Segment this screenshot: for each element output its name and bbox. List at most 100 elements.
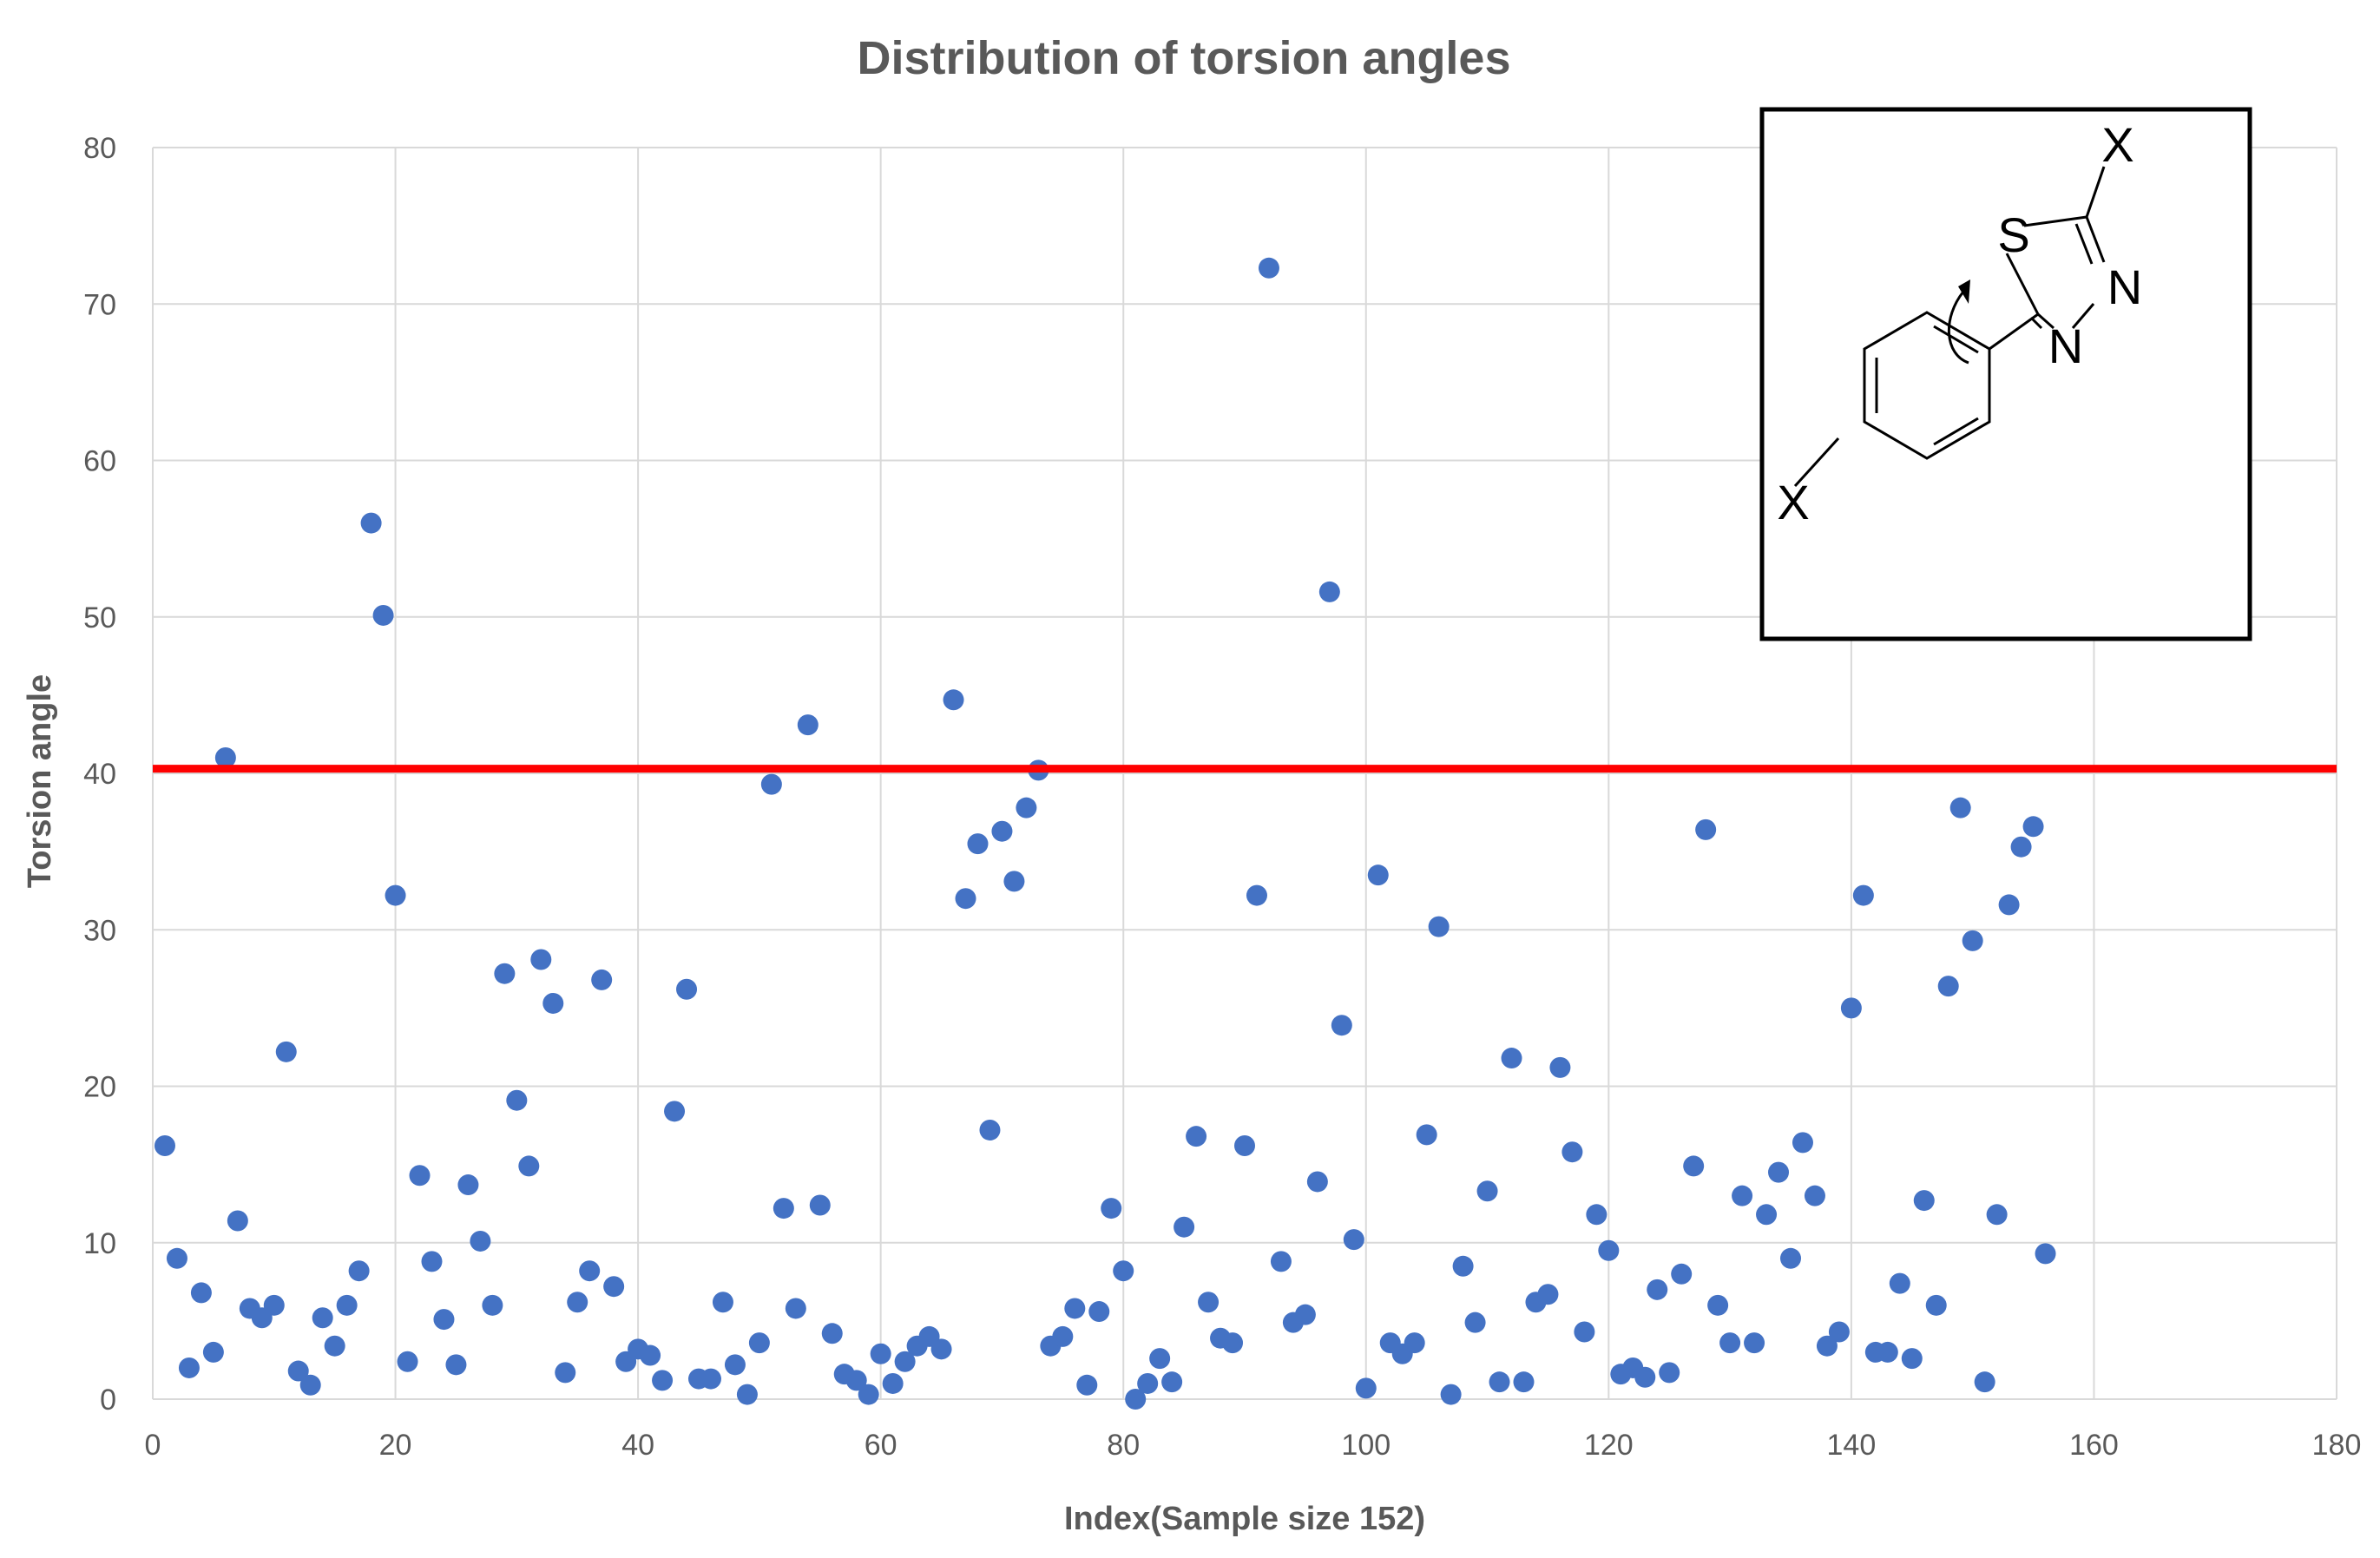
data-point xyxy=(2035,1243,2056,1265)
data-point xyxy=(312,1307,333,1329)
data-point xyxy=(1792,1132,1813,1154)
data-point xyxy=(542,992,564,1014)
data-point xyxy=(1889,1272,1910,1294)
data-point xyxy=(1804,1185,1825,1206)
data-point xyxy=(1732,1185,1753,1206)
y-axis-title: Torsion angle xyxy=(22,674,58,888)
data-point xyxy=(1452,1255,1474,1277)
data-point xyxy=(1768,1161,1790,1183)
data-point xyxy=(1937,976,1959,997)
data-point xyxy=(1052,1325,1074,1347)
data-point xyxy=(1294,1304,1316,1325)
data-point xyxy=(1464,1311,1486,1333)
y-tick-label: 70 xyxy=(83,288,116,321)
data-point xyxy=(1695,818,1717,840)
data-point xyxy=(1137,1372,1159,1394)
data-point xyxy=(1355,1377,1377,1399)
data-point xyxy=(1113,1260,1134,1282)
atom-s: S xyxy=(1997,207,2029,262)
data-point xyxy=(1816,1335,1838,1357)
data-point xyxy=(991,820,1013,842)
atom-n-right: N xyxy=(2107,260,2142,314)
data-point xyxy=(845,1370,867,1391)
data-point xyxy=(470,1230,491,1252)
ring-double-bond xyxy=(1933,325,1979,354)
bond-s-c xyxy=(2023,215,2087,227)
data-point xyxy=(1076,1374,1098,1396)
data-point xyxy=(1186,1126,1207,1147)
data-point xyxy=(930,1338,952,1360)
data-point xyxy=(1149,1348,1171,1370)
bond-n-n xyxy=(2071,303,2095,329)
bond-c-s xyxy=(2005,253,2040,315)
data-point xyxy=(1719,1332,1741,1354)
data-point xyxy=(1088,1301,1110,1323)
bond-c-n-bottom-double xyxy=(2029,316,2043,330)
data-point xyxy=(1428,916,1450,937)
data-point xyxy=(1901,1348,1923,1370)
rotation-arrowhead xyxy=(1958,279,1970,304)
data-point xyxy=(555,1362,576,1384)
data-point xyxy=(433,1309,455,1331)
data-point xyxy=(1174,1216,1195,1238)
x-tick-label: 60 xyxy=(865,1429,897,1462)
data-point xyxy=(324,1335,345,1357)
data-point xyxy=(1306,1171,1328,1193)
y-tick-label: 80 xyxy=(83,132,116,165)
data-point xyxy=(773,1198,794,1219)
y-tick-label: 0 xyxy=(100,1384,116,1417)
data-point xyxy=(664,1101,686,1122)
data-point xyxy=(1744,1332,1765,1354)
y-tick-label: 50 xyxy=(83,602,116,634)
data-point xyxy=(1246,884,1267,906)
data-point xyxy=(1647,1279,1668,1300)
data-point xyxy=(1707,1294,1729,1316)
x-tick-label: 80 xyxy=(1107,1429,1140,1462)
data-point xyxy=(1513,1371,1535,1393)
data-point xyxy=(287,1360,309,1382)
data-point xyxy=(457,1174,479,1196)
x-tick-label: 100 xyxy=(1341,1429,1391,1462)
gridlines xyxy=(152,147,2337,1400)
data-point xyxy=(603,1276,625,1298)
x-tick-label: 120 xyxy=(1584,1429,1634,1462)
data-point xyxy=(1852,884,1874,906)
data-point xyxy=(1537,1284,1559,1305)
data-point xyxy=(1416,1124,1437,1146)
data-point xyxy=(760,773,782,795)
data-point xyxy=(1016,797,1037,818)
ring-double-bond xyxy=(1933,417,1979,446)
data-point xyxy=(482,1294,503,1316)
data-point xyxy=(506,1089,528,1111)
data-point xyxy=(1756,1204,1778,1226)
data-point xyxy=(1101,1198,1122,1219)
data-point xyxy=(712,1292,733,1313)
data-point xyxy=(1574,1321,1595,1343)
data-point xyxy=(385,884,406,906)
data-point xyxy=(748,1332,770,1354)
data-point xyxy=(227,1210,248,1232)
data-point xyxy=(421,1251,443,1272)
inset-frame xyxy=(1759,107,2252,641)
bond-c-n xyxy=(2085,216,2106,263)
data-point xyxy=(955,888,976,910)
data-point xyxy=(1476,1180,1498,1202)
data-point xyxy=(1974,1371,1995,1393)
data-point xyxy=(676,978,698,1000)
data-point xyxy=(785,1298,806,1319)
data-point xyxy=(1828,1321,1850,1343)
data-point xyxy=(2022,816,2044,838)
data-point xyxy=(858,1384,879,1405)
data-point xyxy=(445,1354,467,1376)
data-point xyxy=(979,1119,1001,1141)
data-point xyxy=(894,1351,916,1372)
data-point xyxy=(1671,1263,1693,1285)
data-point xyxy=(1986,1204,2008,1226)
data-point xyxy=(591,969,613,990)
data-point xyxy=(1780,1247,1801,1269)
data-point xyxy=(166,1247,187,1269)
data-point xyxy=(178,1357,200,1378)
data-point xyxy=(943,689,964,711)
data-point xyxy=(724,1354,746,1376)
